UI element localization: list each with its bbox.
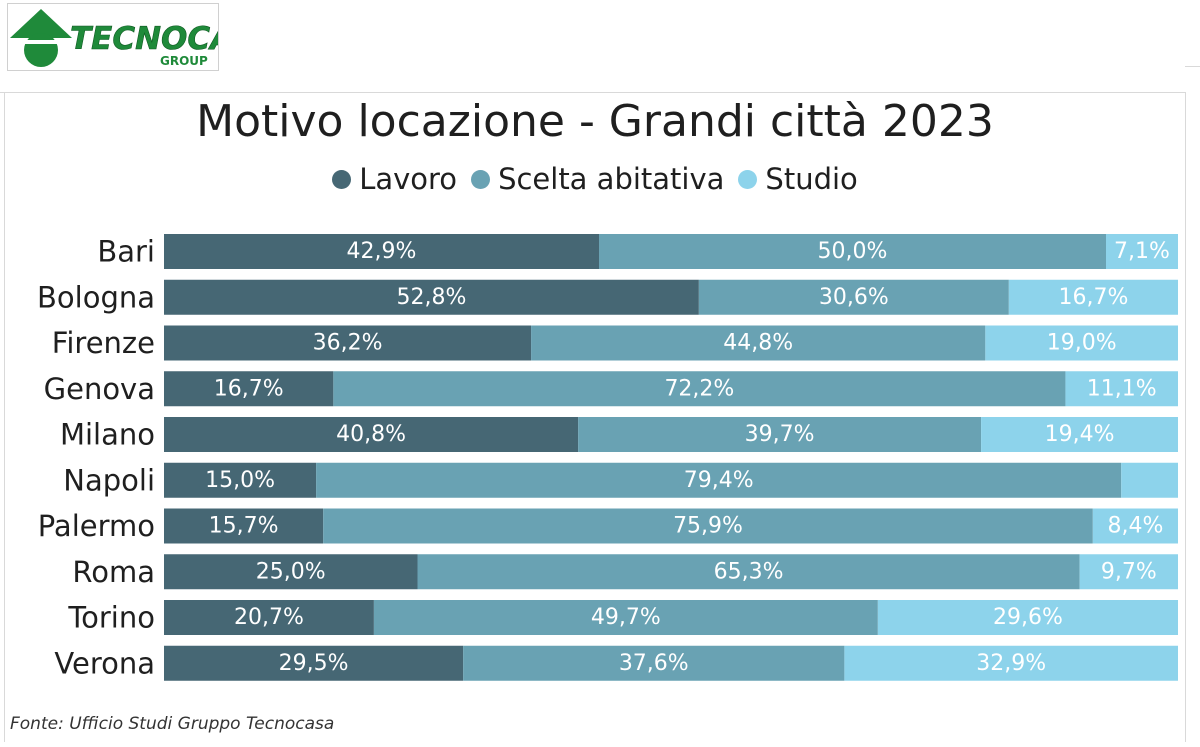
data-label-palermo-scelta-abitativa: 75,9% — [673, 514, 743, 539]
bar-torino-studio — [877, 600, 1178, 635]
bar-bari-studio — [1106, 234, 1178, 269]
logo-sub: GROUP — [160, 54, 208, 68]
bar-torino-lavoro — [164, 600, 374, 635]
data-label-bologna-studio: 16,7% — [1058, 285, 1128, 310]
category-label-milano: Milano — [60, 418, 155, 452]
bar-bari-scelta-abitativa — [599, 234, 1107, 269]
bar-genova-scelta-abitativa — [333, 371, 1066, 407]
legend-item-lavoro: Lavoro — [332, 162, 457, 196]
bar-roma-scelta-abitativa — [417, 554, 1080, 590]
legend-item-studio: Studio — [738, 162, 858, 196]
data-label-torino-lavoro: 20,7% — [234, 605, 304, 630]
category-label-torino: Torino — [67, 601, 155, 635]
category-label-genova: Genova — [44, 372, 155, 406]
data-label-milano-scelta-abitativa: 39,7% — [745, 422, 815, 447]
category-label-palermo: Palermo — [38, 509, 155, 543]
legend-label-scelta-abitativa: Scelta abitativa — [498, 162, 725, 196]
bar-napoli-studio — [1121, 462, 1178, 498]
data-label-genova-studio: 11,1% — [1087, 376, 1157, 401]
bar-milano-studio — [981, 417, 1178, 452]
data-label-milano-lavoro: 40,8% — [336, 422, 406, 447]
data-label-bologna-scelta-abitativa: 30,6% — [819, 285, 889, 310]
data-label-roma-studio: 9,7% — [1101, 559, 1157, 584]
category-label-firenze: Firenze — [52, 326, 155, 360]
data-label-firenze-lavoro: 36,2% — [313, 331, 383, 356]
category-label-roma: Roma — [72, 555, 155, 589]
legend-swatch-lavoro — [332, 169, 352, 189]
data-label-firenze-scelta-abitativa: 44,8% — [723, 331, 793, 356]
tecnocasa-logo: TECNOCASA GROUP — [7, 3, 219, 71]
bar-verona-scelta-abitativa — [463, 645, 845, 681]
data-label-firenze-studio: 19,0% — [1047, 331, 1117, 356]
bar-milano-scelta-abitativa — [578, 417, 982, 452]
data-label-verona-lavoro: 29,5% — [279, 651, 349, 676]
data-label-verona-scelta-abitativa: 37,6% — [619, 651, 689, 676]
data-label-milano-studio: 19,4% — [1045, 422, 1115, 447]
bar-verona-studio — [844, 645, 1178, 681]
bar-napoli-scelta-abitativa — [316, 462, 1122, 498]
legend-label-lavoro: Lavoro — [359, 162, 458, 196]
bar-roma-studio — [1079, 554, 1178, 590]
data-label-bari-lavoro: 42,9% — [347, 239, 417, 264]
data-label-genova-lavoro: 16,7% — [214, 376, 284, 401]
frame-border-corner — [1185, 66, 1200, 67]
data-label-bari-scelta-abitativa: 50,0% — [818, 239, 888, 264]
logo-brand: TECNOCASA — [70, 21, 218, 57]
bar-roma-lavoro — [164, 554, 418, 590]
bar-verona-lavoro — [164, 645, 464, 681]
source-note: Fonte: Ufficio Studi Gruppo Tecnocasa — [10, 714, 335, 734]
category-label-bari: Bari — [97, 235, 155, 269]
bar-palermo-studio — [1092, 508, 1178, 544]
legend-swatch-studio — [738, 169, 758, 189]
bar-bologna-scelta-abitativa — [698, 279, 1009, 315]
bar-torino-scelta-abitativa — [373, 600, 878, 635]
legend-item-scelta-abitativa: Scelta abitativa — [471, 162, 724, 196]
legend-label-studio: Studio — [765, 162, 858, 196]
data-label-verona-studio: 32,9% — [976, 651, 1046, 676]
data-label-torino-studio: 29,6% — [993, 605, 1063, 630]
category-label-bologna: Bologna — [37, 280, 155, 314]
data-label-napoli-scelta-abitativa: 79,4% — [684, 468, 754, 493]
bar-palermo-lavoro — [164, 508, 324, 544]
bar-milano-lavoro — [164, 417, 579, 452]
bar-bologna-studio — [1008, 279, 1178, 315]
data-label-bologna-lavoro: 52,8% — [396, 285, 466, 310]
bar-firenze-lavoro — [164, 325, 532, 361]
bar-genova-studio — [1065, 371, 1178, 407]
bar-bologna-lavoro — [164, 279, 699, 315]
data-label-torino-scelta-abitativa: 49,7% — [591, 605, 661, 630]
bar-napoli-lavoro — [164, 462, 317, 498]
bar-genova-lavoro — [164, 371, 334, 407]
frame-border-left — [4, 92, 5, 742]
bar-bari-lavoro — [164, 234, 600, 269]
legend-swatch-scelta-abitativa — [471, 169, 491, 189]
data-label-napoli-lavoro: 15,0% — [205, 468, 275, 493]
data-label-genova-scelta-abitativa: 72,2% — [664, 376, 734, 401]
bar-firenze-studio — [985, 325, 1178, 361]
frame-border-top — [0, 92, 1185, 93]
data-label-roma-lavoro: 25,0% — [256, 559, 326, 584]
logo-roof-icon — [10, 9, 72, 38]
data-label-roma-scelta-abitativa: 65,3% — [714, 559, 784, 584]
data-label-palermo-lavoro: 15,7% — [209, 514, 279, 539]
chart-legend: Lavoro Scelta abitativa Studio — [0, 162, 1190, 196]
data-label-palermo-studio: 8,4% — [1107, 514, 1163, 539]
bar-firenze-scelta-abitativa — [531, 325, 986, 361]
category-label-verona: Verona — [54, 646, 155, 680]
frame-border-right — [1185, 92, 1186, 742]
chart-title: Motivo locazione - Grandi città 2023 — [196, 96, 994, 147]
bar-palermo-scelta-abitativa — [323, 508, 1093, 544]
data-label-bari-studio: 7,1% — [1114, 239, 1170, 264]
category-label-napoli: Napoli — [63, 463, 155, 497]
